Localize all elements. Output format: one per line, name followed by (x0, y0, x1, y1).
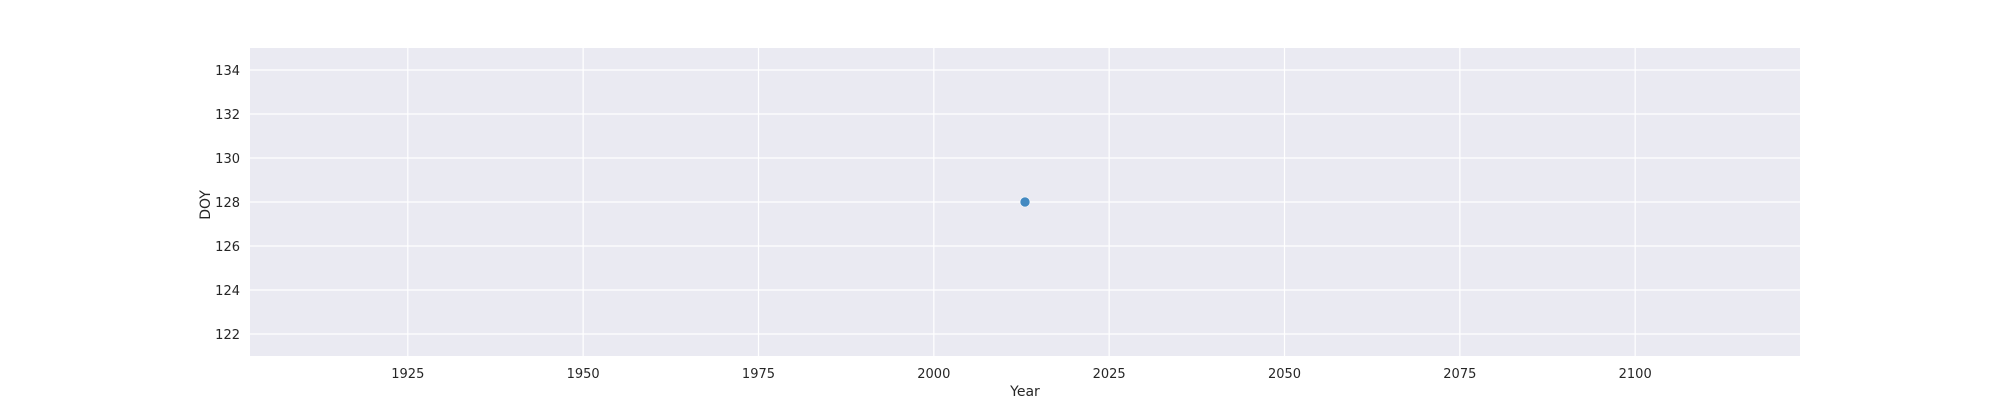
y-axis-title: DOY (198, 190, 214, 220)
y-tick-label: 122 (215, 328, 240, 343)
y-tick-labels: 122 124 126 128 130 132 134 (215, 64, 240, 343)
y-tick-label: 124 (215, 284, 240, 299)
y-tick-label: 128 (215, 196, 240, 211)
data-point (1019, 196, 1031, 208)
x-tick-label: 1925 (391, 367, 424, 382)
y-tick-label: 132 (215, 108, 240, 123)
y-tick-label: 126 (215, 240, 240, 255)
x-tick-label: 1975 (742, 367, 775, 382)
y-tick-label: 130 (215, 152, 240, 167)
x-axis-title: Year (1009, 384, 1040, 400)
x-tick-labels: 1925 1950 1975 2000 2025 2050 2075 2100 (391, 367, 1651, 382)
grid-lines (250, 48, 1800, 356)
data-points (1019, 196, 1031, 208)
x-tick-label: 2075 (1443, 367, 1476, 382)
x-tick-label: 2100 (1619, 367, 1652, 382)
x-tick-label: 2000 (917, 367, 950, 382)
x-tick-label: 2025 (1093, 367, 1126, 382)
y-tick-label: 134 (215, 64, 240, 79)
x-tick-label: 2050 (1268, 367, 1301, 382)
x-tick-label: 1950 (567, 367, 600, 382)
